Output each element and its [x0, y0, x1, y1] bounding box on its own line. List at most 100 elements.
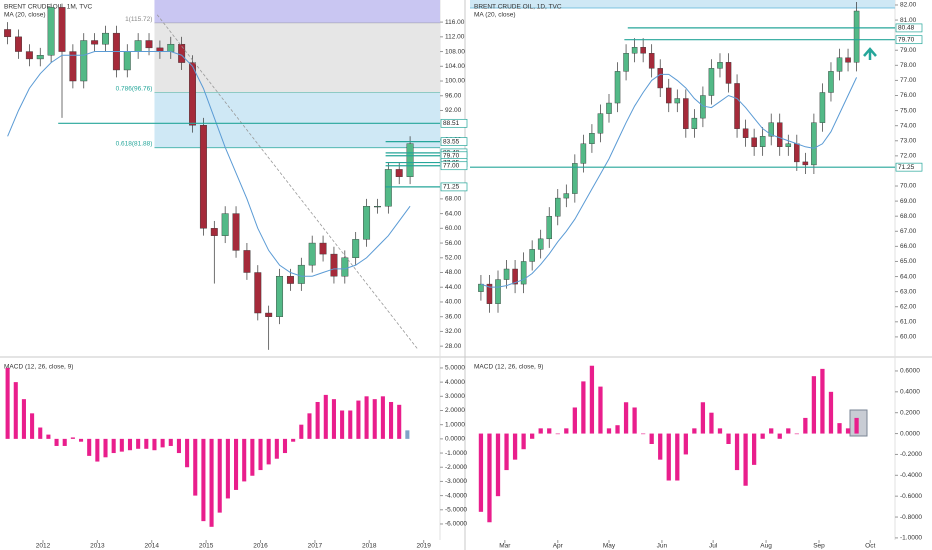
candle-body — [69, 51, 77, 82]
candle-body — [794, 143, 800, 163]
y-tick-label: 104.00 — [445, 63, 465, 70]
histogram-bar — [760, 433, 765, 439]
candle-body — [319, 242, 327, 255]
level-label: 79.70 — [898, 36, 915, 43]
y-tick-label: -1.0000 — [445, 450, 467, 457]
y-tick-label: 108.00 — [445, 48, 465, 55]
x-tick-label: Aug — [760, 543, 772, 550]
histogram-bar — [38, 427, 43, 439]
candle-body — [199, 125, 207, 229]
y-tick-label: 65.00 — [900, 258, 917, 265]
candle-body — [123, 51, 131, 71]
histogram-bar — [564, 428, 569, 434]
fib-label: 1(115.72) — [125, 16, 152, 23]
candle-body — [640, 47, 646, 54]
candle-body — [486, 283, 493, 304]
histogram-bar — [185, 438, 190, 468]
candle-body — [178, 43, 186, 63]
candle-body — [134, 40, 142, 52]
histogram-bar — [700, 402, 706, 434]
histogram-bar — [397, 404, 402, 439]
histogram-bar — [176, 438, 181, 454]
y-tick-label: 116.00 — [445, 19, 465, 26]
candle-body — [828, 71, 834, 93]
histogram-bar — [734, 433, 740, 471]
x-tick-label: Apr — [553, 543, 564, 550]
histogram-bar — [127, 438, 133, 451]
candle-body — [614, 71, 621, 104]
candle-body — [512, 268, 518, 285]
level-label-box — [895, 162, 923, 172]
y-tick-label: 2.0000 — [445, 407, 465, 414]
histogram-bar — [78, 438, 84, 442]
histogram-bar — [666, 433, 671, 481]
histogram-bar — [632, 407, 637, 434]
candle-body — [503, 268, 510, 280]
candle-body — [683, 98, 689, 129]
y-tick-label: -0.2000 — [900, 451, 922, 458]
histogram-bar — [606, 428, 612, 434]
candle-body — [751, 137, 757, 147]
y-tick-label: 0.2000 — [900, 409, 920, 416]
histogram-bar — [62, 438, 67, 446]
x-tick-label: May — [603, 543, 616, 550]
y-tick-label: -0.6000 — [900, 493, 922, 500]
histogram-bar — [769, 428, 774, 434]
level-label: 77.00 — [443, 162, 460, 169]
candle-body — [759, 136, 766, 147]
histogram-bar — [103, 438, 108, 458]
candle-body — [36, 55, 44, 60]
level-label: 80.48 — [898, 25, 915, 32]
histogram-bar — [717, 428, 723, 434]
histogram-bar — [581, 381, 586, 434]
candle-body — [308, 242, 316, 266]
y-tick-label: 73.00 — [900, 137, 917, 144]
x-tick-label: Oct — [865, 543, 875, 550]
candle-body — [363, 206, 371, 240]
y-tick-label: 68.00 — [900, 213, 917, 220]
y-tick-label: 68.00 — [445, 196, 462, 203]
candle-body — [742, 128, 749, 138]
candle-body — [572, 163, 578, 194]
candle-body — [768, 122, 774, 137]
histogram-bar — [266, 438, 271, 465]
y-tick-label: 72.00 — [900, 153, 917, 160]
y-tick-label: 92.00 — [445, 107, 462, 114]
histogram-bar — [615, 425, 620, 434]
y-tick-label: 61.00 — [900, 319, 917, 326]
histogram-bar — [234, 438, 239, 490]
candle-body — [836, 57, 843, 72]
histogram-bar — [487, 433, 492, 523]
histogram-bar — [811, 376, 817, 434]
level-label: 83.55 — [443, 138, 460, 145]
histogram-bar — [709, 412, 714, 434]
candle-body — [276, 275, 284, 317]
histogram-bar — [225, 438, 230, 499]
candle-body — [811, 122, 817, 166]
y-tick-label: 62.00 — [900, 303, 917, 310]
fib-zone — [154, 0, 441, 24]
x-tick-label: Jul — [709, 543, 718, 550]
candle-body — [537, 238, 544, 250]
y-tick-label: 48.00 — [445, 269, 462, 276]
histogram-bar — [786, 428, 791, 434]
candle-body — [286, 275, 294, 284]
y-tick-label: 77.00 — [900, 77, 917, 84]
candle-body — [674, 98, 681, 104]
candle-body — [352, 239, 360, 258]
candle-body — [520, 261, 527, 285]
y-tick-label: 0.0000 — [445, 436, 465, 443]
x-tick-label: 2015 — [199, 543, 214, 550]
histogram-bar — [160, 438, 165, 448]
histogram-bar — [572, 407, 577, 434]
histogram-bar — [152, 438, 157, 451]
histogram-bar — [777, 433, 782, 439]
y-tick-label: 36.00 — [445, 313, 462, 320]
histogram-bar — [144, 438, 149, 449]
y-tick-label: -6.0000 — [445, 521, 467, 528]
y-tick-label: 78.00 — [900, 62, 917, 69]
y-tick-label: 40.00 — [445, 299, 462, 306]
chart-title: BRENT CRUDE OIL, 1D, TVC — [474, 4, 562, 11]
candle-body — [606, 102, 612, 114]
